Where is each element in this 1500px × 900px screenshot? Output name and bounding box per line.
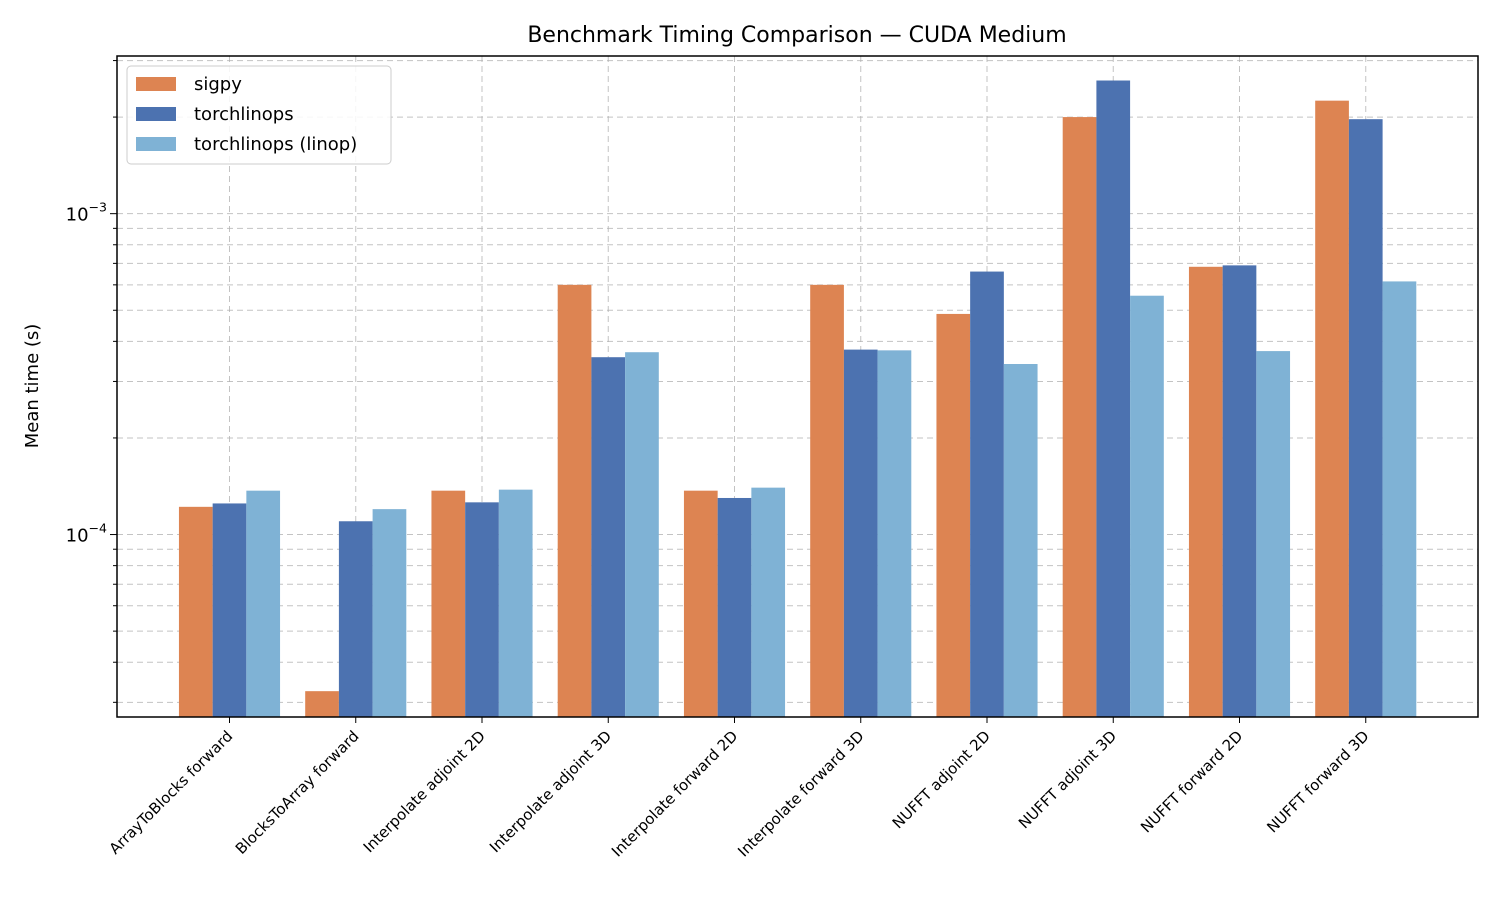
bar-2-2 bbox=[498, 489, 533, 717]
y-tick-exponent: −3 bbox=[89, 200, 107, 215]
bar-1-8 bbox=[1222, 265, 1257, 717]
x-tick-label: Interpolate forward 2D bbox=[608, 727, 741, 860]
bar-2-8 bbox=[1256, 351, 1291, 717]
legend-label-2: torchlinops (linop) bbox=[194, 134, 357, 155]
bar-1-4 bbox=[717, 497, 752, 717]
x-tick-label: Interpolate adjoint 2D bbox=[360, 727, 489, 856]
legend-swatch-0 bbox=[136, 77, 176, 91]
bar-0-5 bbox=[810, 284, 844, 717]
x-tick-label: Interpolate forward 3D bbox=[734, 727, 867, 860]
y-tick-exponent: −4 bbox=[89, 521, 107, 536]
bars-layer bbox=[178, 80, 1417, 718]
bar-0-1 bbox=[305, 691, 339, 717]
plot-frame bbox=[116, 55, 1479, 718]
x-tick-label: NUFFT forward 2D bbox=[1137, 727, 1246, 836]
bar-2-0 bbox=[246, 490, 281, 717]
bar-2-3 bbox=[625, 352, 659, 717]
bar-0-6 bbox=[936, 313, 971, 717]
bar-2-1 bbox=[372, 509, 407, 717]
bar-0-2 bbox=[431, 490, 466, 717]
bar-2-9 bbox=[1382, 281, 1417, 717]
legend-label-0: sigpy bbox=[194, 74, 242, 95]
bar-0-0 bbox=[178, 506, 213, 717]
legend-swatch-2 bbox=[136, 137, 176, 151]
bar-0-3 bbox=[557, 284, 592, 717]
legend-swatch-1 bbox=[136, 107, 176, 121]
legend-label-1: torchlinops bbox=[194, 104, 294, 125]
x-tick-label: NUFFT adjoint 3D bbox=[1015, 727, 1120, 832]
bar-1-0 bbox=[212, 503, 247, 717]
x-tick-label: Interpolate adjoint 3D bbox=[486, 727, 615, 856]
bar-0-4 bbox=[683, 490, 718, 717]
bar-1-3 bbox=[591, 357, 626, 717]
y-tick-base: 10 bbox=[66, 526, 89, 547]
bar-1-1 bbox=[338, 521, 373, 717]
bar-0-8 bbox=[1188, 266, 1223, 717]
y-tick-label: 10−3 bbox=[66, 200, 107, 226]
x-tick-label: BlocksToArray forward bbox=[232, 727, 363, 858]
bar-1-7 bbox=[1096, 80, 1131, 717]
y-tick-label: 10−4 bbox=[66, 521, 107, 547]
y-axis-label: Mean time (s) bbox=[22, 324, 43, 449]
bar-2-6 bbox=[1003, 364, 1038, 717]
bar-0-7 bbox=[1062, 117, 1097, 718]
bar-2-4 bbox=[751, 487, 786, 717]
legend: sigpy torchlinops torchlinops (linop) bbox=[126, 65, 392, 165]
x-tick-label: NUFFT forward 3D bbox=[1263, 727, 1372, 836]
chart-title: Benchmark Timing Comparison — CUDA Mediu… bbox=[527, 23, 1066, 48]
bar-0-9 bbox=[1315, 100, 1349, 717]
x-tick-label: NUFFT adjoint 2D bbox=[889, 727, 994, 832]
bar-2-5 bbox=[877, 350, 912, 717]
bar-1-2 bbox=[465, 502, 499, 717]
bar-1-9 bbox=[1348, 119, 1383, 718]
legend-box bbox=[126, 65, 392, 165]
y-tick-base: 10 bbox=[66, 205, 89, 226]
bar-1-5 bbox=[843, 349, 878, 717]
bar-2-7 bbox=[1130, 295, 1164, 717]
x-tick-label: ArrayToBlocks forward bbox=[106, 727, 237, 858]
bar-1-6 bbox=[970, 271, 1004, 717]
